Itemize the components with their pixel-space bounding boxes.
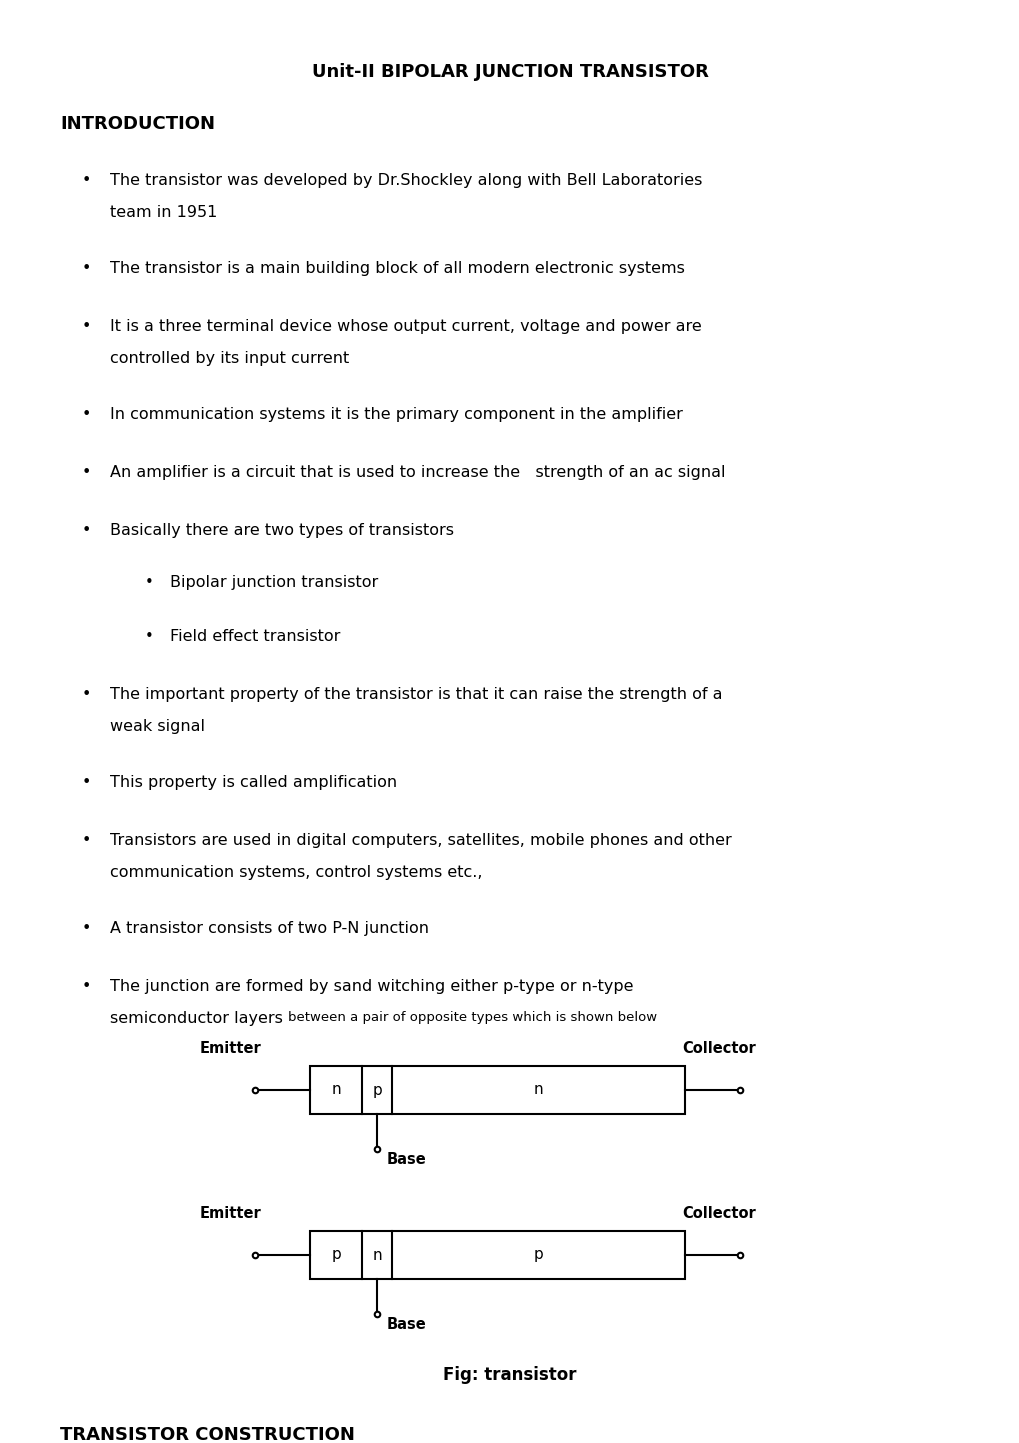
Text: The transistor is a main building block of all modern electronic systems: The transistor is a main building block … [110,261,684,276]
Bar [310,1066,685,1114]
Text: Bipolar junction transistor: Bipolar junction transistor [170,574,378,590]
Bar [310,1231,685,1278]
Text: •: • [82,833,92,848]
Text: Transistors are used in digital computers, satellites, mobile phones and other: Transistors are used in digital computer… [110,833,731,848]
Text: Emitter: Emitter [200,1206,262,1221]
Text: Unit-II BIPOLAR JUNCTION TRANSISTOR: Unit-II BIPOLAR JUNCTION TRANSISTOR [311,63,708,81]
Text: Field effect transistor: Field effect transistor [170,629,340,644]
Text: This property is called amplification: This property is called amplification [110,775,396,789]
Text: semiconductor layers: semiconductor layers [110,1012,287,1026]
Text: p: p [533,1248,543,1263]
Text: •: • [82,319,92,333]
Text: •: • [82,465,92,481]
Text: TRANSISTOR CONSTRUCTION: TRANSISTOR CONSTRUCTION [60,1426,355,1443]
Text: The junction are formed by sand witching either p-type or n-type: The junction are formed by sand witching… [110,978,633,994]
Text: n: n [331,1082,340,1098]
Text: Base: Base [386,1152,426,1167]
Text: •: • [145,574,154,590]
Text: •: • [82,407,92,421]
Text: •: • [82,978,92,994]
Text: between a pair of opposite types which is shown below: between a pair of opposite types which i… [287,1012,656,1025]
Text: communication systems, control systems etc.,: communication systems, control systems e… [110,864,482,880]
Text: n: n [533,1082,543,1098]
Text: •: • [82,261,92,276]
Text: It is a three terminal device whose output current, voltage and power are: It is a three terminal device whose outp… [110,319,701,333]
Text: A transistor consists of two P-N junction: A transistor consists of two P-N junctio… [110,921,429,937]
Text: p: p [372,1082,381,1098]
Text: •: • [145,629,154,644]
Text: controlled by its input current: controlled by its input current [110,351,348,367]
Text: weak signal: weak signal [110,719,205,734]
Text: Fig: transistor: Fig: transistor [443,1367,576,1384]
Text: INTRODUCTION: INTRODUCTION [60,115,215,133]
Text: •: • [82,775,92,789]
Text: n: n [372,1248,381,1263]
Text: Base: Base [386,1317,426,1332]
Text: •: • [82,522,92,538]
Text: •: • [82,173,92,188]
Text: In communication systems it is the primary component in the amplifier: In communication systems it is the prima… [110,407,682,421]
Text: •: • [82,921,92,937]
Text: p: p [331,1248,340,1263]
Text: The important property of the transistor is that it can raise the strength of a: The important property of the transistor… [110,687,721,701]
Text: An amplifier is a circuit that is used to increase the   strength of an ac signa: An amplifier is a circuit that is used t… [110,465,725,481]
Text: The transistor was developed by Dr.Shockley along with Bell Laboratories: The transistor was developed by Dr.Shock… [110,173,702,188]
Text: Collector: Collector [682,1040,755,1056]
Text: •: • [82,687,92,701]
Text: Collector: Collector [682,1206,755,1221]
Text: Basically there are two types of transistors: Basically there are two types of transis… [110,522,453,538]
Text: Emitter: Emitter [200,1040,262,1056]
Text: team in 1951: team in 1951 [110,205,217,219]
